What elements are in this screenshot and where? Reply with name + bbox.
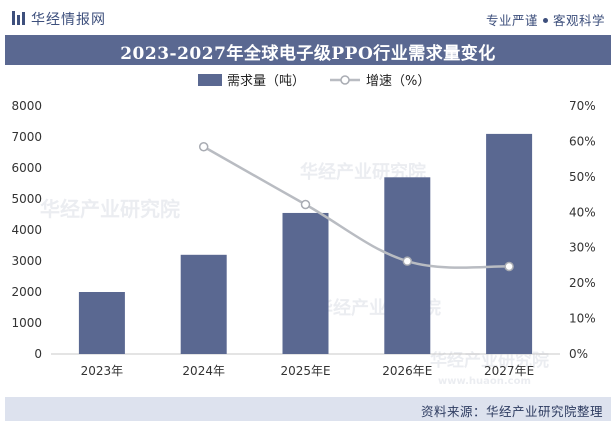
y-right-tick-label: 30%	[569, 241, 596, 255]
legend-bar-label: 需求量（吨）	[227, 74, 305, 89]
growth-point	[300, 199, 311, 210]
slogan-right: 客观科学	[552, 13, 605, 28]
growth-point	[504, 261, 514, 272]
bar	[180, 254, 227, 354]
x-tick-label: 2025年E	[280, 364, 330, 378]
y-right-tick-label: 60%	[569, 134, 596, 148]
bar	[78, 292, 125, 354]
y-right-tick-label: 40%	[569, 205, 596, 219]
y-right-tick-label: 50%	[569, 170, 596, 184]
y-left-tick-label: 8000	[11, 99, 42, 113]
growth-point	[402, 256, 413, 266]
y-left-tick-label: 5000	[11, 192, 42, 206]
separator-dot-icon	[542, 18, 548, 23]
slogan: 专业严谨 客观科学	[486, 10, 605, 29]
y-left-tick-label: 3000	[11, 254, 42, 268]
header: 华经情报网 专业严谨 客观科学	[0, 0, 615, 34]
chart: 华经产业研究院华经产业研究院华经产业研究院华经产业研究院www.huaon.co…	[11, 74, 596, 387]
y-right-tick-label: 0%	[569, 347, 588, 361]
chart-title: 2023-2027年全球电子级PPO行业需求量变化	[120, 44, 496, 64]
y-right-tick-label: 10%	[569, 312, 596, 326]
y-left-tick-label: 6000	[11, 161, 42, 175]
watermark-url: www.huaon.com	[438, 376, 531, 387]
x-tick-label: 2027年E	[484, 364, 534, 378]
x-tick-label: 2023年	[81, 364, 124, 378]
title-bar: 2023-2027年全球电子级PPO行业需求量变化	[5, 35, 611, 65]
y-left-tick-label: 7000	[11, 130, 42, 144]
legend-bar-swatch	[198, 74, 222, 86]
footer: 资料来源：华经产业研究院整理	[5, 397, 611, 421]
y-right-tick-label: 70%	[569, 99, 596, 113]
legend-line-label: 增速（%）	[366, 74, 430, 89]
y-left-tick-label: 0	[34, 347, 42, 361]
brand-name: 华经情报网	[31, 12, 106, 28]
x-tick-label: 2026年E	[382, 364, 432, 378]
y-left-tick-label: 2000	[11, 285, 42, 299]
source-note: 资料来源：华经产业研究院整理	[420, 404, 603, 419]
y-right-tick-label: 20%	[569, 276, 596, 290]
slogan-left: 专业严谨	[485, 13, 538, 28]
watermark-text: 华经产业研究院	[40, 197, 180, 221]
bar	[486, 133, 533, 354]
legend-line-marker	[340, 75, 350, 85]
y-left-tick-label: 1000	[11, 316, 42, 330]
growth-line	[203, 145, 510, 269]
x-tick-label: 2024年	[182, 364, 225, 378]
watermark-text: 华经产业研究院	[430, 350, 549, 371]
bar-chart-logo-icon	[12, 11, 25, 25]
growth-point	[198, 141, 209, 152]
y-left-tick-label: 4000	[11, 223, 42, 237]
bar	[282, 212, 329, 354]
